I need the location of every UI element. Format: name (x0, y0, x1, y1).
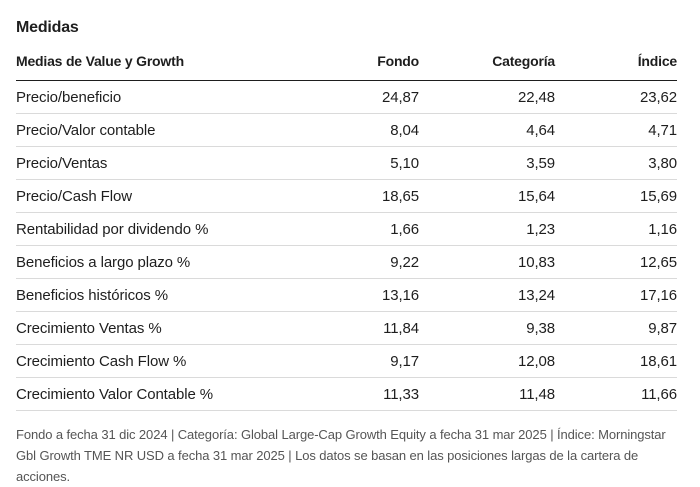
fondo-value: 24,87 (286, 80, 419, 114)
categoria-value: 22,48 (419, 80, 555, 114)
row-label: Beneficios a largo plazo % (16, 245, 286, 279)
indice-value: 9,87 (555, 311, 677, 345)
categoria-value: 11,48 (419, 377, 555, 411)
fondo-value: 5,10 (286, 146, 419, 180)
indice-value: 1,16 (555, 212, 677, 246)
indice-value: 15,69 (555, 179, 677, 213)
measures-panel: Medidas Medias de Value y Growth Fondo C… (16, 16, 677, 487)
row-label: Rentabilidad por dividendo % (16, 212, 286, 246)
row-label: Precio/Valor contable (16, 113, 286, 147)
table-header-row: Medias de Value y Growth Fondo Categoría… (16, 53, 677, 81)
table-row: Crecimiento Valor Contable % 11,33 11,48… (16, 377, 677, 411)
section-title: Medidas (16, 19, 79, 36)
categoria-value: 10,83 (419, 245, 555, 279)
table-row: Crecimiento Ventas % 11,84 9,38 9,87 (16, 311, 677, 345)
fondo-value: 8,04 (286, 113, 419, 147)
indice-value: 4,71 (555, 113, 677, 147)
table-row: Crecimiento Cash Flow % 9,17 12,08 18,61 (16, 344, 677, 378)
table-row: Beneficios a largo plazo % 9,22 10,83 12… (16, 245, 677, 279)
column-header-categoria: Categoría (419, 53, 555, 81)
categoria-value: 1,23 (419, 212, 555, 246)
categoria-value: 12,08 (419, 344, 555, 378)
categoria-value: 15,64 (419, 179, 555, 213)
categoria-value: 3,59 (419, 146, 555, 180)
fondo-value: 13,16 (286, 278, 419, 312)
indice-value: 11,66 (555, 377, 677, 411)
table-row: Rentabilidad por dividendo % 1,66 1,23 1… (16, 212, 677, 246)
indice-value: 23,62 (555, 80, 677, 114)
row-label: Beneficios históricos % (16, 278, 286, 312)
fondo-value: 11,33 (286, 377, 419, 411)
row-label: Precio/beneficio (16, 80, 286, 114)
row-label: Precio/Ventas (16, 146, 286, 180)
fondo-value: 11,84 (286, 311, 419, 345)
table-row: Precio/beneficio 24,87 22,48 23,62 (16, 80, 677, 114)
fondo-value: 18,65 (286, 179, 419, 213)
table-row: Precio/Cash Flow 18,65 15,64 15,69 (16, 179, 677, 213)
column-header-indice: Índice (555, 53, 677, 81)
indice-value: 12,65 (555, 245, 677, 279)
fondo-value: 9,17 (286, 344, 419, 378)
value-growth-table: Medias de Value y Growth Fondo Categoría… (16, 53, 677, 411)
indice-value: 3,80 (555, 146, 677, 180)
row-label: Crecimiento Ventas % (16, 311, 286, 345)
indice-value: 17,16 (555, 278, 677, 312)
fondo-value: 9,22 (286, 245, 419, 279)
row-label: Crecimiento Cash Flow % (16, 344, 286, 378)
table-row: Beneficios históricos % 13,16 13,24 17,1… (16, 278, 677, 312)
row-label: Precio/Cash Flow (16, 179, 286, 213)
categoria-value: 4,64 (419, 113, 555, 147)
table-row: Precio/Ventas 5,10 3,59 3,80 (16, 146, 677, 180)
row-label: Crecimiento Valor Contable % (16, 377, 286, 411)
column-header-fondo: Fondo (286, 53, 419, 81)
table-row: Precio/Valor contable 8,04 4,64 4,71 (16, 113, 677, 147)
categoria-value: 13,24 (419, 278, 555, 312)
categoria-value: 9,38 (419, 311, 555, 345)
indice-value: 18,61 (555, 344, 677, 378)
footnote: Fondo a fecha 31 dic 2024 | Categoría: G… (16, 427, 666, 484)
fondo-value: 1,66 (286, 212, 419, 246)
column-header-label: Medias de Value y Growth (16, 53, 286, 81)
